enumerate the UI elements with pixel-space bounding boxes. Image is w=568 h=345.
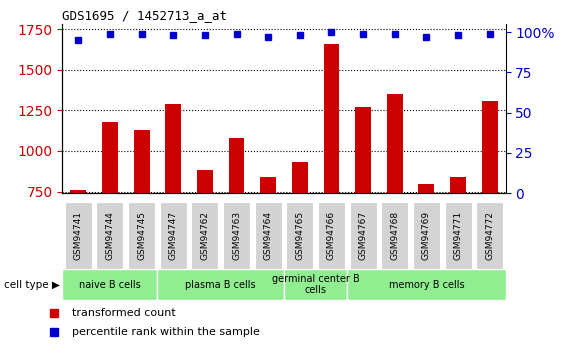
Text: GSM94763: GSM94763 [232, 211, 241, 260]
Text: transformed count: transformed count [72, 308, 176, 318]
Text: GSM94768: GSM94768 [390, 211, 399, 260]
Bar [228, 138, 244, 193]
Text: GDS1695 / 1452713_a_at: GDS1695 / 1452713_a_at [62, 9, 227, 22]
FancyBboxPatch shape [254, 202, 282, 269]
Bar [482, 100, 498, 193]
FancyBboxPatch shape [97, 202, 123, 269]
Text: GSM94766: GSM94766 [327, 211, 336, 260]
Text: GSM94767: GSM94767 [358, 211, 367, 260]
FancyBboxPatch shape [160, 202, 187, 269]
Bar [102, 122, 118, 193]
Text: germinal center B
cells: germinal center B cells [272, 274, 360, 295]
Bar [419, 184, 435, 193]
Bar [324, 44, 339, 193]
Text: GSM94771: GSM94771 [454, 211, 462, 260]
Text: plasma B cells: plasma B cells [185, 280, 256, 289]
FancyBboxPatch shape [347, 269, 506, 300]
FancyBboxPatch shape [318, 202, 345, 269]
FancyBboxPatch shape [286, 202, 314, 269]
Text: GSM94741: GSM94741 [74, 211, 83, 260]
FancyBboxPatch shape [476, 202, 503, 269]
Bar [197, 170, 213, 193]
Text: GSM94764: GSM94764 [264, 211, 273, 260]
Bar [260, 177, 276, 193]
FancyBboxPatch shape [445, 202, 471, 269]
Text: memory B cells: memory B cells [389, 280, 464, 289]
Text: naive B cells: naive B cells [79, 280, 141, 289]
FancyBboxPatch shape [350, 202, 377, 269]
FancyBboxPatch shape [284, 269, 347, 300]
FancyBboxPatch shape [128, 202, 155, 269]
Text: GSM94772: GSM94772 [485, 211, 494, 260]
FancyBboxPatch shape [381, 202, 408, 269]
FancyBboxPatch shape [223, 202, 250, 269]
Bar [387, 94, 403, 193]
Text: GSM94745: GSM94745 [137, 211, 146, 260]
Bar [70, 190, 86, 193]
Bar [292, 162, 308, 193]
FancyBboxPatch shape [157, 269, 284, 300]
Text: GSM94747: GSM94747 [169, 211, 178, 260]
FancyBboxPatch shape [62, 269, 157, 300]
Bar [450, 177, 466, 193]
Text: percentile rank within the sample: percentile rank within the sample [72, 327, 260, 337]
FancyBboxPatch shape [65, 202, 92, 269]
Bar [355, 107, 371, 193]
FancyBboxPatch shape [191, 202, 218, 269]
Text: GSM94769: GSM94769 [422, 211, 431, 260]
Bar [165, 104, 181, 193]
Text: GSM94744: GSM94744 [106, 211, 114, 260]
Bar [133, 130, 149, 193]
Text: GSM94765: GSM94765 [295, 211, 304, 260]
Text: GSM94762: GSM94762 [201, 211, 210, 260]
Text: cell type ▶: cell type ▶ [4, 280, 60, 289]
FancyBboxPatch shape [413, 202, 440, 269]
